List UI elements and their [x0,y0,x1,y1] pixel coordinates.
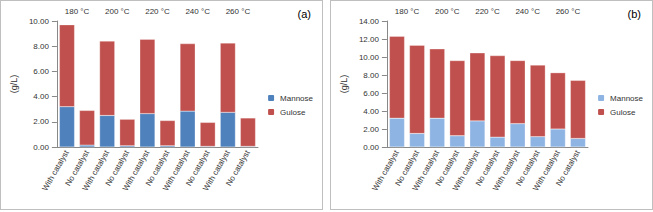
svg-text:(g/L): (g/L) [9,75,19,94]
svg-text:No catalyst: No catalyst [554,148,582,187]
svg-text:With catalyst: With catalyst [531,148,562,193]
svg-text:10.00: 10.00 [359,53,380,62]
svg-text:12.00: 12.00 [359,35,380,44]
svg-text:8.00: 8.00 [33,42,49,51]
svg-text:With catalyst: With catalyst [161,148,192,193]
svg-text:(b): (b) [628,8,641,20]
svg-text:With catalyst: With catalyst [80,148,112,193]
svg-text:0.00: 0.00 [33,143,49,152]
svg-text:With catalyst: With catalyst [201,148,232,193]
svg-text:2.00: 2.00 [33,117,49,126]
svg-text:220 °C: 220 °C [145,7,170,16]
svg-text:240 °C: 240 °C [515,7,540,16]
svg-text:No catalyst: No catalyst [514,148,542,188]
svg-text:180 °C: 180 °C [395,7,420,16]
svg-text:200 °C: 200 °C [435,7,460,16]
svg-text:2.00: 2.00 [363,125,379,134]
svg-text:200 °C: 200 °C [105,7,130,16]
svg-text:No catalyst: No catalyst [63,148,91,188]
svg-text:260 °C: 260 °C [226,7,251,16]
svg-text:With catalyst: With catalyst [450,148,482,193]
svg-text:Gulose: Gulose [280,108,306,117]
svg-text:No catalyst: No catalyst [473,148,502,188]
svg-text:180 °C: 180 °C [65,7,90,16]
svg-text:No catalyst: No catalyst [393,148,421,188]
svg-text:240 °C: 240 °C [185,7,210,16]
svg-text:With catalyst: With catalyst [491,148,522,193]
svg-text:No catalyst: No catalyst [143,148,172,188]
svg-text:(a): (a) [298,8,311,20]
svg-text:8.00: 8.00 [363,71,379,80]
svg-text:14.00: 14.00 [359,17,380,26]
svg-text:6.00: 6.00 [33,67,49,76]
svg-text:10.00: 10.00 [29,17,50,26]
svg-text:Gulose: Gulose [610,108,636,117]
svg-text:With catalyst: With catalyst [410,148,442,193]
svg-text:No catalyst: No catalyst [103,148,132,188]
svg-text:220 °C: 220 °C [475,7,500,16]
svg-text:No catalyst: No catalyst [433,148,462,188]
svg-text:Mannose: Mannose [610,94,643,103]
svg-text:4.00: 4.00 [33,92,49,101]
svg-text:6.00: 6.00 [363,89,379,98]
svg-text:No catalyst: No catalyst [224,148,252,187]
svg-text:0.00: 0.00 [363,143,379,152]
svg-text:Mannose: Mannose [280,94,313,103]
svg-text:With catalyst: With catalyst [120,148,152,193]
svg-text:(g/L): (g/L) [339,75,349,94]
svg-text:With catalyst: With catalyst [40,148,71,193]
svg-text:With catalyst: With catalyst [370,148,401,193]
svg-text:4.00: 4.00 [363,107,379,116]
svg-text:No catalyst: No catalyst [184,148,212,188]
svg-text:260 °C: 260 °C [556,7,581,16]
